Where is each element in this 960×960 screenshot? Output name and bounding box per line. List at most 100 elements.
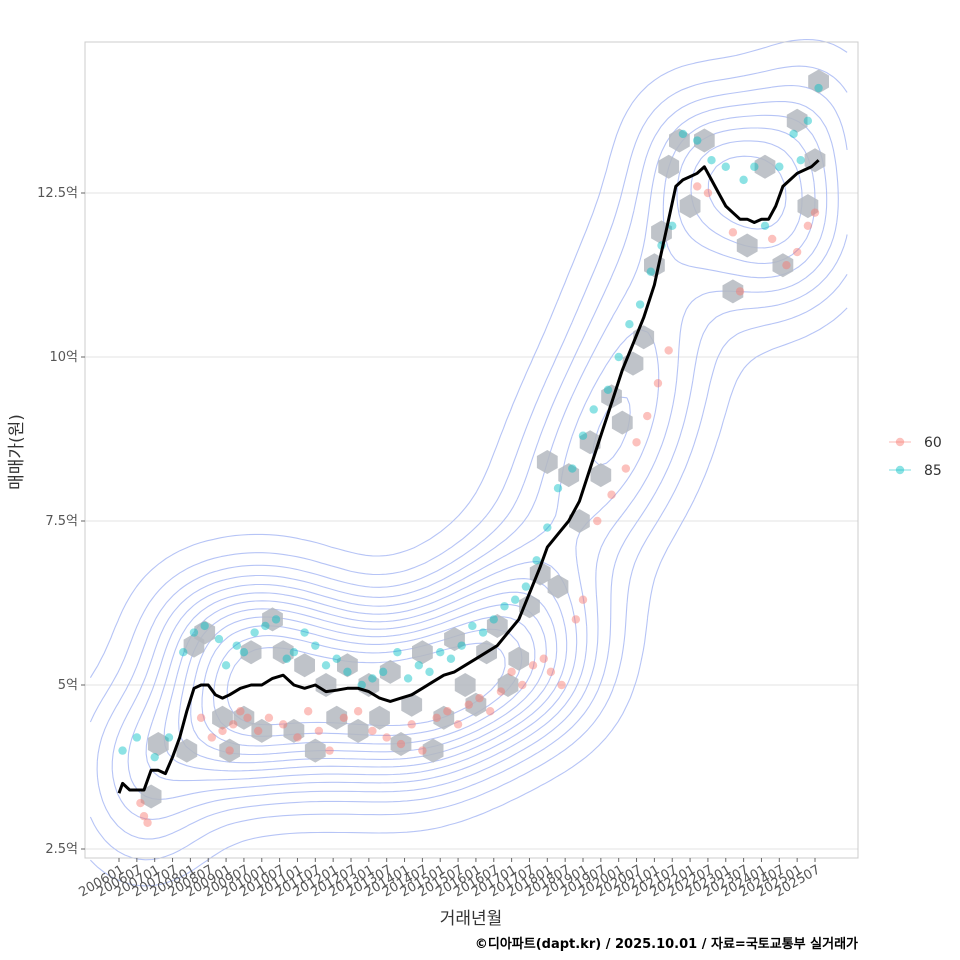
hexbin [736,233,758,258]
scatter-point-60 [486,707,495,716]
hexbins [140,69,829,809]
scatter-point-85 [521,582,531,591]
legend-label: 85 [924,463,942,479]
scatter-point-60 [464,700,473,709]
scatter-point-85 [789,129,798,139]
hexbin [194,620,216,645]
density-contours [89,38,848,887]
scatter-point-60 [792,247,802,257]
scatter-point-60 [803,221,813,230]
scatter-point-85 [775,162,784,171]
scatter-point-60 [632,438,641,447]
contour-line [96,84,848,840]
hexbin [283,718,305,743]
scatter-point-85 [553,484,563,493]
y-axis: 2.5억 5억 7.5억 10억 12.5억 [37,186,85,857]
hexbin [147,732,169,756]
hexbin [558,463,580,488]
trend-line [117,159,820,794]
scatter-point-60 [664,346,673,355]
scatter-point-60 [453,720,463,729]
y-axis-title: 매매가(원) [7,414,27,490]
scatter-point-85 [760,221,770,230]
scatter-point-85 [750,162,759,171]
scatter-point-85 [179,648,188,657]
hexbin [786,108,808,133]
scatter-point-85 [357,680,366,690]
y-tick-label: 7.5억 [45,514,78,529]
hexbin [497,673,519,697]
hexbin [412,640,433,665]
scatter-point-60 [218,726,227,736]
scatter-point-85 [603,385,613,394]
scatter-point-60 [293,733,302,742]
scatter-point-85 [311,641,320,650]
scatter-point-60 [557,680,566,690]
hexbin [390,732,412,756]
contour-line [111,100,839,820]
hexbin [233,705,255,730]
hexbin [465,692,487,717]
scatter-point-60 [136,798,145,808]
scatter-point-60 [207,733,216,742]
scatter-point-85 [814,83,823,93]
hexbin [369,705,390,730]
scatter-point-60 [593,516,602,526]
scatter-point-60 [767,234,777,244]
scatter-point-60 [314,726,324,736]
scatter-point-60 [507,667,516,677]
scatter-point-85 [646,267,656,276]
scatter-point-85 [189,628,199,637]
scatter-point-60 [196,713,206,722]
y-gridlines [85,192,858,850]
scatter-point-85 [289,648,299,657]
scatter-point-60 [243,713,252,722]
scatter-point-85 [132,733,142,742]
scatter-point-85 [271,615,281,624]
scatter-point-60 [782,260,791,270]
scatter-point-85 [343,667,352,677]
scatter-point-60 [728,228,738,237]
scatter-point-85 [739,175,748,185]
scatter-point-85 [693,136,702,145]
plot-panel-border [84,41,859,859]
hexbin [444,627,465,652]
scatter-point-85 [200,621,209,631]
hexbin [347,718,369,743]
hexbin [294,653,315,678]
hexbin [658,154,680,179]
scatter-point-60 [578,595,588,604]
hexbin [433,705,455,730]
scatter-point-85 [436,648,445,657]
scatter-point-60 [407,720,416,729]
scatter-point-85 [425,667,434,677]
scatter-point-85 [393,648,402,657]
hexbin [547,574,569,599]
scatter-point-85 [368,674,377,683]
scatter-point-60 [353,707,363,716]
scatter-point-60 [571,615,581,624]
scatter-point-60 [621,464,631,473]
hexbin [326,705,348,730]
scatter-point-60 [382,733,391,742]
scatter-point-85 [414,661,424,670]
scatter-point-85 [803,116,813,126]
scatter-point-85 [500,602,509,611]
scatter-point-85 [568,464,577,473]
scatter-point-60 [735,287,745,296]
hexbin [797,194,819,219]
scatter-point-85 [250,628,259,637]
scatter-point-60 [264,713,274,722]
hexbin [519,594,540,619]
scatter-point-85 [164,733,174,742]
trend-line-layer [117,159,820,794]
scatter-point-85 [678,129,688,139]
scatter-point-60 [396,739,406,749]
scatter-point-60 [643,411,652,421]
scatter-point-60 [607,490,616,499]
hexbin [611,410,633,435]
x-axis-title: 거래년월 [440,909,503,929]
scatter-point-85 [796,156,805,165]
scatter-point-60 [546,667,556,677]
hexbin [379,659,401,684]
